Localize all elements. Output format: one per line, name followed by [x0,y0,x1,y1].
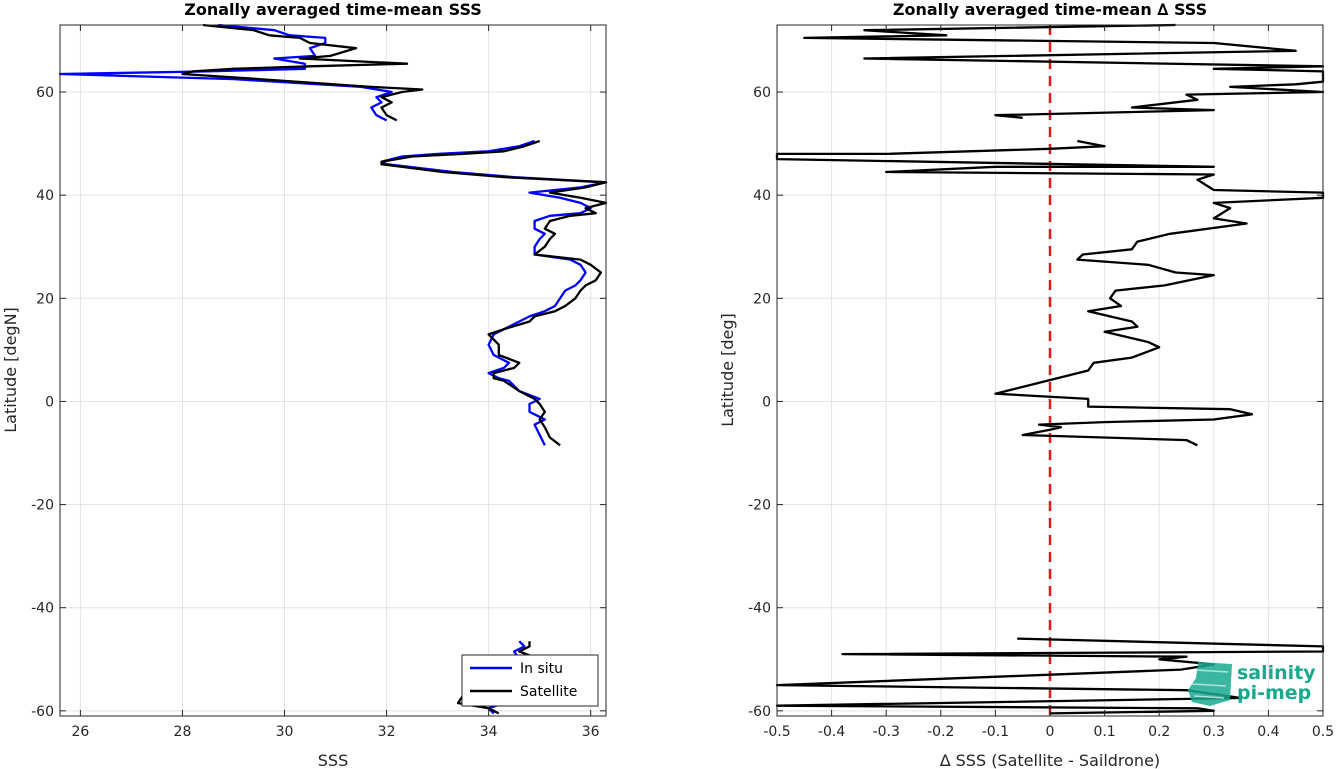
delta-sss-ticks: -0.5 -0.4 -0.3 -0.2 -0.1 0 0.1 0.2 0.3 0.4 0.5 -60 -… [748,25,1334,740]
delta-sss-ytick-label: 40 [753,188,771,204]
sss-axes-box [59,24,607,717]
delta-sss-ytick-label: 60 [753,85,771,101]
sss-ytick-label: 40 [36,188,54,204]
sss-ytick-label: -60 [31,704,54,720]
delta-sss-ylabel: Latitude [deg] [718,313,737,427]
delta-sss-xtick-label: 0.4 [1257,724,1279,740]
sss-ticks: 26 28 30 32 34 36 -60 -40 -20 0 20 40 60 [31,25,606,740]
logo-line2: pi-mep [1237,682,1311,704]
legend-box [461,654,599,707]
logo-mark-icon [1188,662,1232,706]
delta-sss-line-series-0 [775,637,1325,715]
sss-title: Zonally averaged time-mean SSS [184,0,482,19]
delta-sss-ytick-label: 20 [753,291,771,307]
sss-ytick-label: 60 [36,85,54,101]
sss-line-in-situ [58,23,393,122]
sss-panel: 26 28 30 32 34 36 -60 -40 -20 0 20 40 60 Zonally ave… [1,0,608,769]
salinity-pi-mep-logo: salinity pi-mep [1188,662,1316,706]
delta-sss-xlabel: ∆ SSS (Satellite - Saildrone) [939,751,1160,769]
legend-insitu-label: In situ [520,661,563,677]
legend-satellite-label: Satellite [520,684,577,700]
sss-ytick-label: 20 [36,291,54,307]
sss-grid [60,25,606,716]
delta-sss-xtick-label: 0.5 [1312,724,1334,740]
sss-xtick-label: 26 [71,724,89,740]
delta-sss-ytick-label: 0 [762,394,771,410]
delta-sss-xtick-label: 0.3 [1203,724,1225,740]
sss-xtick-label: 28 [174,724,192,740]
delta-sss-line-series-0 [775,139,1325,447]
sss-line-satellite [380,139,608,447]
legend: In situ Satellite [461,654,599,707]
sss-ytick-label: 0 [45,394,54,410]
sss-xlabel: SSS [318,751,348,769]
logo-line1: salinity [1237,662,1316,684]
sss-ylabel: Latitude [degN] [1,307,20,433]
delta-sss-xtick-label: -0.2 [927,724,954,740]
sss-xtick-label: 30 [276,724,294,740]
delta-sss-ytick-label: -20 [748,498,771,514]
delta-sss-xtick-label: -0.3 [873,724,900,740]
sss-xtick-label: 32 [378,724,396,740]
sss-xtick-label: 36 [582,724,600,740]
sss-line-satellite [181,23,424,122]
delta-sss-title: Zonally averaged time-mean ∆ SSS [893,0,1207,19]
delta-sss-xtick-label: -0.1 [982,724,1009,740]
delta-sss-xtick-label: -0.5 [763,724,790,740]
sss-xtick-label: 34 [480,724,498,740]
logo-mark-stripes [1191,669,1229,699]
delta-sss-xtick-label: 0 [1046,724,1055,740]
sss-ytick-label: -20 [31,498,54,514]
delta-sss-panel: -0.5 -0.4 -0.3 -0.2 -0.1 0 0.1 0.2 0.3 0.4 0.5 -60 -… [718,0,1334,769]
delta-sss-xtick-label: 0.2 [1148,724,1170,740]
delta-sss-xtick-label: 0.1 [1093,724,1115,740]
sss-ytick-label: -40 [31,601,54,617]
delta-sss-ytick-label: -60 [748,704,771,720]
sss-plot-area [60,25,606,716]
delta-sss-ytick-label: -40 [748,601,771,617]
delta-sss-xtick-label: -0.4 [818,724,845,740]
